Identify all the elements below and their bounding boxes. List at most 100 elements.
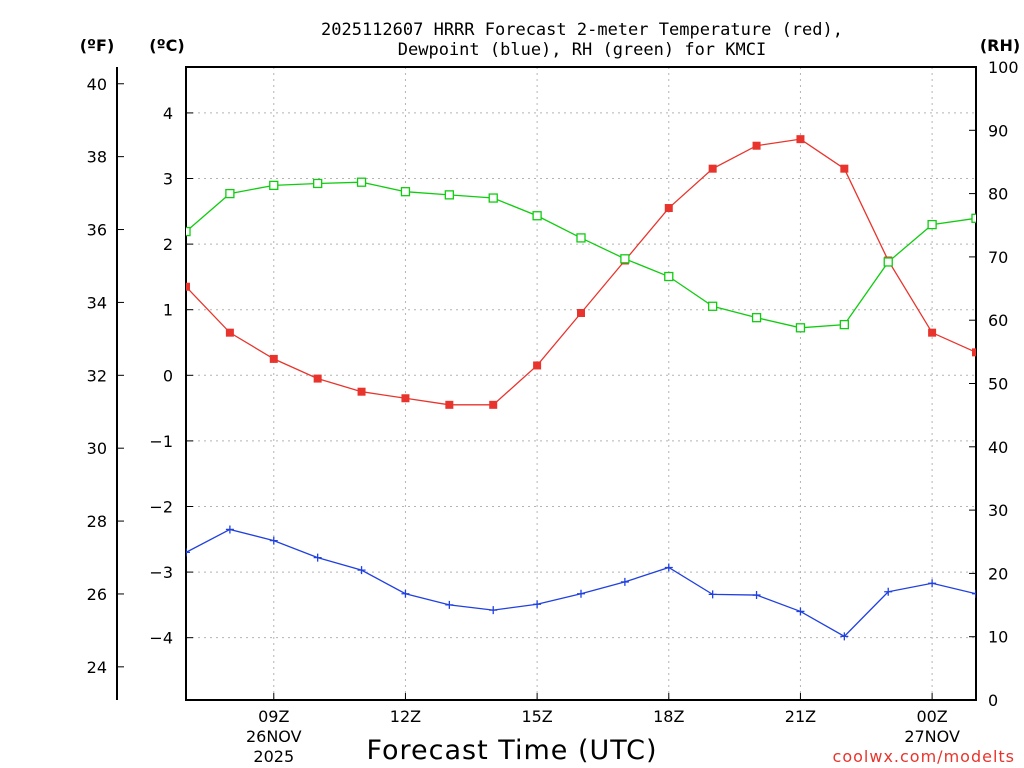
rh-point — [576, 233, 586, 243]
temperature-point — [972, 348, 976, 357]
fahrenheit-tick-label: 28 — [87, 512, 107, 531]
rh-point — [356, 177, 367, 187]
fahrenheit-tick-label: 38 — [87, 148, 107, 167]
rh-point — [751, 313, 762, 323]
dewpoint-point — [401, 589, 410, 598]
rh-point — [883, 257, 893, 267]
dewpoint-point — [269, 536, 278, 545]
celsius-tick-label: 4 — [163, 104, 173, 123]
x-axis-label: Forecast Time (UTC) — [366, 735, 657, 766]
dewpoint-point — [489, 606, 498, 615]
temperature-point — [357, 387, 366, 396]
fahrenheit-tick-label: 26 — [87, 585, 107, 604]
rh-point — [225, 188, 235, 199]
rh-tick-label: 10 — [988, 628, 1008, 647]
temperature-point — [445, 400, 454, 409]
celsius-tick-label: −4 — [149, 629, 173, 648]
rh-tick-label: 80 — [988, 185, 1008, 204]
x-tick-date-label: 26NOV — [246, 727, 302, 746]
chart-title-line-2: Dewpoint (blue), RH (green) for KMCI — [398, 40, 766, 60]
rh-tick-label: 30 — [988, 501, 1008, 520]
rh-point — [186, 226, 191, 237]
rh-tick-label: 40 — [988, 438, 1008, 457]
rh-point — [927, 219, 937, 230]
temperature-point — [796, 135, 805, 144]
rh-point — [488, 193, 498, 203]
dewpoint-point — [357, 566, 366, 575]
rh-tick-label: 90 — [988, 121, 1008, 140]
credit-text: coolwx.com/modelts — [833, 747, 1015, 766]
x-tick-label: 09Z — [258, 707, 289, 726]
rh-point — [313, 178, 323, 189]
celsius-tick-label: 0 — [163, 366, 173, 385]
fahrenheit-tick-label: 30 — [87, 439, 107, 458]
fahrenheit-tick-label: 40 — [87, 75, 107, 94]
rh-tick-label: 100 — [988, 58, 1019, 77]
celsius-tick-label: 1 — [163, 301, 173, 320]
temperature-point — [840, 164, 849, 173]
dewpoint-point — [796, 607, 805, 616]
x-tick-label: 12Z — [390, 707, 421, 726]
rh-point — [269, 180, 279, 191]
celsius-tick-label: 3 — [163, 170, 173, 189]
rh-tick-label: 0 — [988, 691, 998, 710]
celsius-tick-label: −3 — [149, 563, 173, 582]
fahrenheit-unit-label: (ºF) — [80, 36, 115, 55]
rh-point — [400, 187, 411, 197]
dewpoint-point — [533, 600, 542, 609]
temperature-point — [313, 374, 322, 383]
fahrenheit-tick-label: 24 — [87, 658, 107, 677]
temperature-point — [225, 328, 234, 337]
celsius-tick-label: −1 — [149, 432, 173, 451]
rh-point — [708, 301, 718, 311]
rh-tick-label: 20 — [988, 564, 1008, 583]
x-tick-label: 18Z — [653, 707, 684, 726]
rh-point — [532, 211, 542, 221]
dewpoint-point — [186, 548, 190, 557]
dewpoint-point — [313, 553, 322, 562]
fahrenheit-tick-label: 34 — [87, 293, 107, 312]
temperature-point — [752, 141, 761, 150]
celsius-tick-label: 2 — [163, 235, 173, 254]
temperature-point — [269, 354, 278, 363]
rh-point — [620, 254, 630, 264]
dewpoint-point — [225, 525, 234, 534]
temperature-point — [401, 394, 410, 403]
x-tick-label: 00Z — [916, 707, 947, 726]
rh-tick-label: 60 — [988, 311, 1008, 330]
rh-point — [795, 323, 806, 333]
series-dewpoint — [186, 525, 976, 641]
temperature-point — [186, 282, 190, 291]
celsius-unit-label: (ºC) — [149, 36, 184, 55]
rh-point — [971, 213, 976, 223]
series-rh — [186, 177, 976, 333]
temperature-point — [708, 164, 717, 173]
dewpoint-point — [928, 579, 937, 588]
dewpoint-point — [972, 589, 976, 598]
dewpoint-point — [840, 632, 849, 641]
celsius-tick-label: −2 — [149, 497, 173, 516]
dewpoint-point — [752, 591, 761, 600]
series-temperature — [186, 135, 976, 409]
dewpoint-point — [664, 563, 673, 572]
x-tick-label: 15Z — [521, 707, 552, 726]
fahrenheit-tick-label: 36 — [87, 221, 107, 240]
dewpoint-point — [884, 587, 893, 596]
x-tick-date-label: 27NOV — [904, 727, 960, 746]
x-tick-year-label: 2025 — [253, 747, 294, 766]
rh-point — [664, 271, 674, 282]
temperature-point — [577, 308, 585, 317]
x-tick-label: 21Z — [785, 707, 816, 726]
temperature-point — [928, 328, 937, 337]
dewpoint-point — [620, 577, 629, 586]
rh-point — [444, 190, 454, 200]
fahrenheit-tick-label: 32 — [87, 366, 107, 385]
dewpoint-point — [445, 600, 454, 609]
temperature-point — [533, 361, 542, 370]
rh-tick-label: 70 — [988, 248, 1008, 267]
data-series — [186, 135, 976, 641]
rh-unit-label: (RH) — [980, 36, 1020, 55]
temperature-point — [664, 204, 673, 213]
